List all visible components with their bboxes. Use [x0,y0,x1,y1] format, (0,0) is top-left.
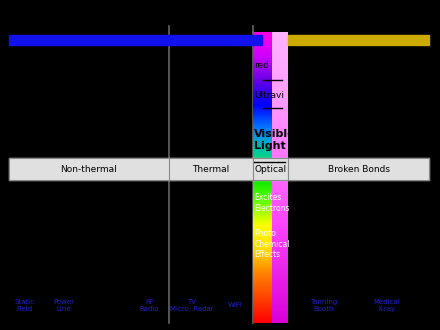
Text: Ultravi: Ultravi [254,91,284,100]
Text: red: red [254,61,269,71]
Text: TV
Micro. Radar: TV Micro. Radar [169,299,213,312]
Text: Static
Field: Static Field [14,299,34,312]
Text: Excites
Electrons: Excites Electrons [254,193,290,213]
Text: Photo
Chemical
Effects: Photo Chemical Effects [254,229,290,259]
Text: Medical
X-ray: Medical X-ray [374,299,400,312]
Text: RF
Radio: RF Radio [140,299,159,312]
Text: WIFI: WIFI [228,302,243,308]
Bar [9,35,262,45]
Text: Broken Bonds: Broken Bonds [328,165,389,174]
Text: Visible
Light: Visible Light [254,129,296,151]
Text: Tanning
Booth: Tanning Booth [310,299,337,312]
Text: Non-thermal: Non-thermal [60,165,116,174]
Text: Optical: Optical [254,165,287,174]
Text: Thermal: Thermal [193,165,230,174]
Bar [288,35,429,45]
Text: Power
Line: Power Line [53,299,74,312]
Bar [9,158,429,180]
